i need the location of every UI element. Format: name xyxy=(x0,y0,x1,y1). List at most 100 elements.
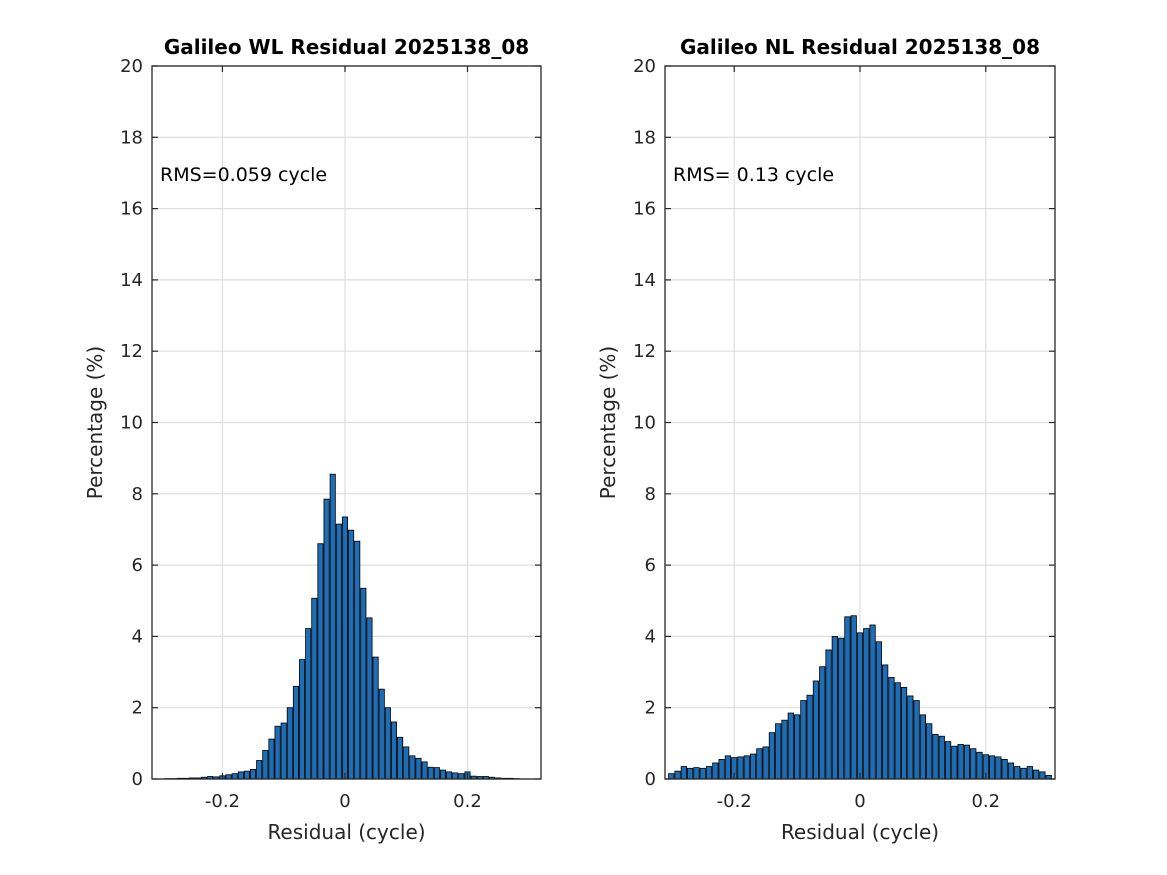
y-tick-label: 6 xyxy=(645,555,656,576)
histogram-bar xyxy=(378,688,385,780)
histogram-bar xyxy=(1039,771,1046,780)
histogram-bar xyxy=(705,766,713,780)
histogram-bar xyxy=(317,543,324,780)
histogram-bar xyxy=(737,756,744,780)
y-tick-label: 4 xyxy=(645,626,656,647)
histogram-bar xyxy=(850,615,857,780)
histogram-bar xyxy=(762,746,769,780)
histogram-bar xyxy=(262,750,269,780)
y-tick-label: 2 xyxy=(132,698,143,719)
histogram-bar xyxy=(458,773,465,780)
x-tick-label: 0 xyxy=(854,791,865,812)
wl-residual-panel: 0 2 4 6 8 10 12 14 16 18 20 -0.2 0 0.2 Galileo WL Res… xyxy=(83,35,542,844)
chart-title: Galileo NL Residual 2025138_08 xyxy=(680,35,1040,59)
histogram-bar xyxy=(397,736,404,780)
x-tick-label: -0.2 xyxy=(205,791,240,812)
y-tick-label: 12 xyxy=(120,341,143,362)
histogram-bar xyxy=(970,748,977,780)
y-tick-label: 0 xyxy=(132,769,143,790)
y-tick-label: 20 xyxy=(120,56,143,77)
histogram-bar xyxy=(988,755,996,780)
y-tick-label: 16 xyxy=(633,199,656,220)
histogram-bar xyxy=(1014,766,1021,780)
y-tick-label: 2 xyxy=(645,698,656,719)
histogram-bar xyxy=(951,745,958,780)
histogram-bar xyxy=(323,498,330,780)
y-axis-label: Percentage (%) xyxy=(596,346,620,499)
histogram-bar xyxy=(250,768,257,780)
histogram-bar xyxy=(256,760,263,780)
histogram-bar xyxy=(680,766,687,780)
histogram-bar xyxy=(712,762,719,780)
tick-marks xyxy=(152,65,541,780)
histogram-bar xyxy=(286,707,293,780)
histogram-bar xyxy=(237,771,244,780)
x-tick-label: 0 xyxy=(339,791,350,812)
histogram-bar xyxy=(787,712,794,780)
histogram-bar xyxy=(976,751,983,780)
y-axis-label: Percentage (%) xyxy=(83,346,107,499)
histogram-bar xyxy=(354,540,361,780)
histogram-bar xyxy=(963,744,971,780)
histogram-bar xyxy=(724,755,732,780)
y-tick-label: 18 xyxy=(633,127,656,148)
histogram-bar xyxy=(329,473,336,780)
tick-labels: 0 2 4 6 8 10 12 14 16 18 20 -0.2 0 0.2 xyxy=(633,56,1000,812)
histogram-bar xyxy=(957,744,964,780)
histogram-bar xyxy=(806,694,813,780)
histogram-bar xyxy=(439,769,447,780)
histogram-bar xyxy=(743,755,750,780)
histogram-bar xyxy=(919,714,927,780)
histogram-bar xyxy=(768,732,776,780)
histogram-bar xyxy=(718,758,725,780)
y-tick-label: 18 xyxy=(120,127,143,148)
histogram-bar xyxy=(1026,766,1033,780)
histogram-bar xyxy=(446,771,453,780)
y-tick-label: 16 xyxy=(120,199,143,220)
histogram-bar xyxy=(372,656,379,780)
histogram-bar xyxy=(812,680,820,780)
y-tick-label: 14 xyxy=(120,270,143,291)
x-tick-label: 0.2 xyxy=(453,791,482,812)
histogram-bar xyxy=(384,707,391,780)
histogram-bar xyxy=(452,772,459,780)
histogram-bar xyxy=(944,741,952,780)
histogram-bar xyxy=(894,682,901,780)
histogram-bar xyxy=(875,641,882,780)
tick-labels: 0 2 4 6 8 10 12 14 16 18 20 -0.2 0 0.2 xyxy=(120,56,482,812)
histogram-bar xyxy=(299,659,306,780)
histogram-bar xyxy=(699,767,706,780)
histogram-bar xyxy=(775,723,782,780)
histogram-bar xyxy=(348,529,355,780)
histogram-bar xyxy=(390,721,398,780)
histogram-bar xyxy=(781,719,788,780)
histogram-bar xyxy=(421,761,428,780)
histogram-bar xyxy=(995,756,1002,780)
histogram-bar xyxy=(926,723,933,780)
histogram-bar xyxy=(825,649,832,780)
y-tick-label: 14 xyxy=(633,270,656,291)
histogram-bar xyxy=(427,766,434,780)
histogram-bar xyxy=(819,666,826,780)
y-tick-label: 20 xyxy=(633,56,656,77)
histogram-bar xyxy=(749,753,757,780)
histogram-bar xyxy=(668,773,675,780)
y-tick-label: 6 xyxy=(132,555,143,576)
histogram-bar xyxy=(268,738,275,780)
histogram-bar xyxy=(674,770,681,780)
histogram-bar xyxy=(415,757,422,780)
histogram-bar xyxy=(932,734,939,780)
x-axis-label: Residual (cycle) xyxy=(781,820,939,844)
histogram-bar xyxy=(280,722,287,780)
histogram-bar xyxy=(231,773,238,780)
chart-title: Galileo WL Residual 2025138_08 xyxy=(164,35,529,59)
histogram-bar xyxy=(863,628,870,780)
histogram-bar xyxy=(292,685,299,780)
histogram-bar xyxy=(687,767,694,780)
rms-annotation: RMS= 0.13 cycle xyxy=(673,164,834,186)
x-axis-label: Residual (cycle) xyxy=(267,820,425,844)
y-tick-label: 10 xyxy=(633,413,656,434)
histogram-bar xyxy=(409,755,416,780)
histogram-bar xyxy=(907,695,914,780)
